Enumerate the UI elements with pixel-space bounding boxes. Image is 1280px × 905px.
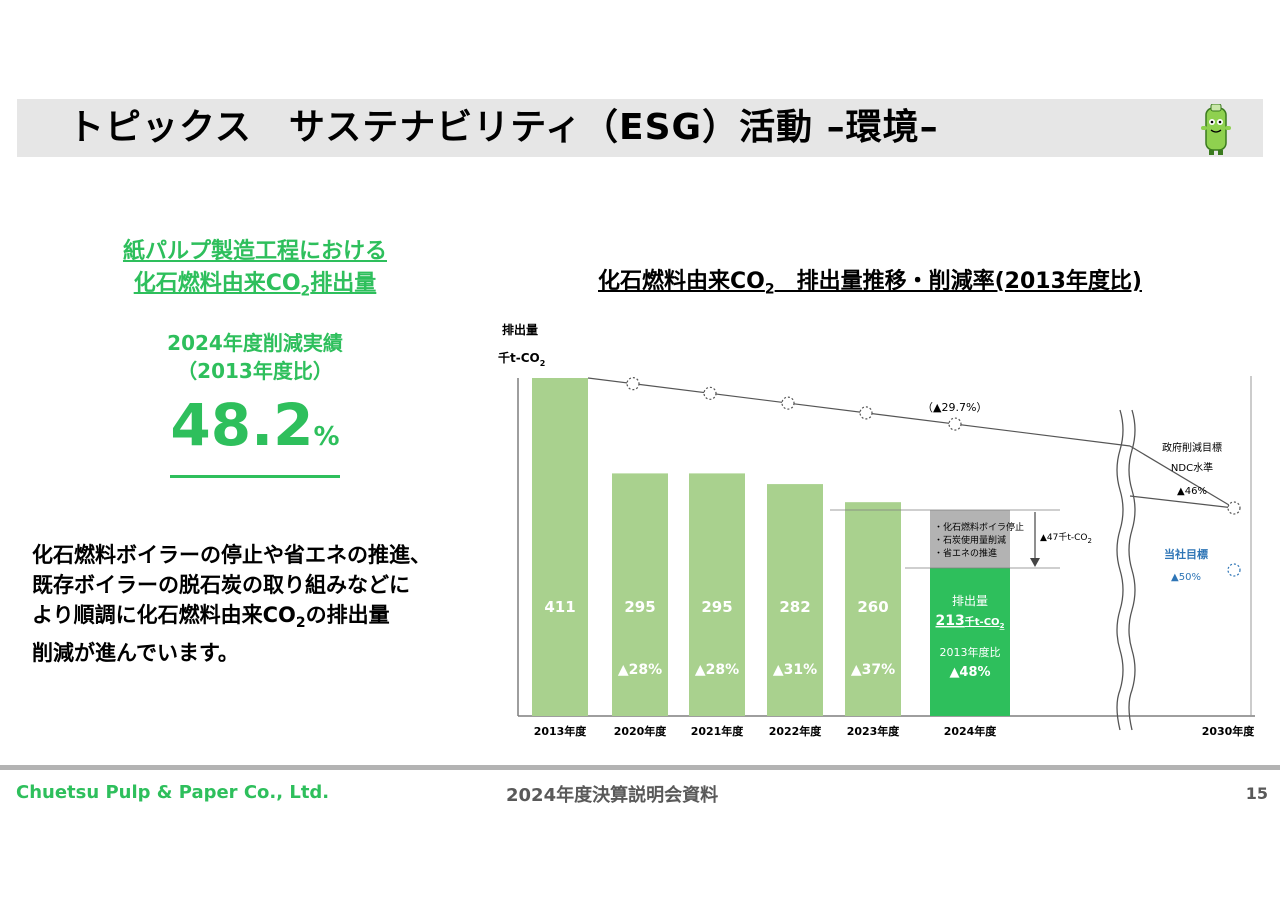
header-bar (17, 99, 1263, 157)
reduction-item-1: ・化石燃料ボイラ停止 (934, 521, 1024, 533)
category-label: 2022年度 (769, 724, 823, 738)
company-target-marker (1227, 563, 1241, 577)
desc-line4: 削減が進んでいます。 (32, 641, 239, 666)
document-title: 2024年度決算説明会資料 (506, 785, 719, 806)
bar-1 (612, 473, 668, 716)
reduction-arrow-label: ▲47千t-CO2 (1040, 532, 1092, 545)
gov-target-value: ▲46% (1177, 486, 1207, 497)
axis-break-left (1116, 409, 1124, 731)
bar-value-label: 411 (544, 598, 575, 616)
trend-note: （▲29.7%） (922, 401, 987, 414)
trend-line-extension (1129, 445, 1235, 509)
trend-marker (781, 396, 795, 410)
bar-2024-ratio-label: 2013年度比 (940, 645, 1001, 659)
result-label: 2024年度削減実績 (167, 331, 343, 355)
mascot-logo-icon (1198, 103, 1234, 156)
bar-value-label: 282 (779, 598, 810, 616)
gov-target-marker (1227, 501, 1241, 515)
bar-reduction-label: ▲28% (695, 662, 739, 678)
category-labels: 2013年度 2020年度 2021年度 2022年度 2023年度 2024年度 (534, 724, 998, 738)
trend-marker (859, 406, 873, 420)
trend-marker (626, 377, 640, 391)
target-line (1129, 495, 1235, 509)
trend-marker (703, 386, 717, 400)
result-number: 48.2 (170, 391, 314, 459)
emissions-chart: 排出量 千t-CO2 （▲29.7%） 411 295 ▲28% 295 ▲28% 282… (498, 322, 1256, 738)
reduction-arrowhead (1030, 558, 1040, 567)
reduction-item-2: ・石炭使用量削減 (934, 534, 1006, 546)
category-label: 2021年度 (691, 724, 745, 738)
bar-0 (532, 378, 588, 716)
footer-divider (0, 765, 1280, 770)
desc-line1: 化石燃料ボイラーの停止や省エネの推進、 (32, 543, 431, 567)
description: 化石燃料ボイラーの停止や省エネの推進、 既存ボイラーの脱石炭の取り組みなどに よ… (32, 540, 502, 668)
bar-reduction-label: ▲28% (618, 662, 662, 678)
category-label-2030: 2030年度 (1202, 724, 1256, 738)
bar-value-label: 295 (701, 598, 732, 616)
page-title: トピックス サステナビリティ（ESG）活動 –環境– (68, 107, 939, 148)
bar-2024-ratio-value: ▲48% (949, 665, 990, 680)
trend-marker (948, 417, 962, 431)
reduction-box (930, 510, 1010, 568)
bar-reduction-label: ▲31% (773, 662, 817, 678)
result-unit: % (313, 422, 340, 452)
bar-reduction-label: ▲37% (851, 662, 895, 678)
bar-2024-label: 排出量 (952, 594, 988, 608)
desc-line2: 既存ボイラーの脱石炭の取り組みなどに (32, 573, 410, 597)
bar-value-label: 260 (857, 598, 888, 616)
trend-markers (626, 377, 962, 431)
section-title-line1: 紙パルプ製造工程における (122, 239, 387, 264)
axis-break-right (1128, 409, 1136, 731)
gov-target-line1: 政府削減目標 (1162, 441, 1222, 454)
y-axis-label-line1: 排出量 (502, 322, 538, 337)
desc-line3: より順調に化石燃料由来CO2の排出量 (32, 603, 390, 632)
reduction-item-3: ・省エネの推進 (934, 547, 997, 559)
trend-line (587, 377, 1131, 447)
bars-group: 411 295 ▲28% 295 ▲28% 282 ▲31% 260 ▲37% (532, 378, 1010, 716)
chart-title: 化石燃料由来CO2 排出量推移・削減率(2013年度比) (598, 269, 1142, 298)
company-name: Chuetsu Pulp & Paper Co., Ltd. (16, 782, 330, 803)
gov-target-line2: NDC水準 (1171, 461, 1213, 474)
category-label: 2023年度 (847, 724, 901, 738)
bar-2 (689, 473, 745, 716)
page-number: 15 (1245, 784, 1268, 803)
result-value: 48.2% (60, 390, 450, 478)
company-target-line1: 当社目標 (1164, 547, 1208, 561)
result-basis: （2013年度比） (177, 359, 333, 383)
bar-5 (930, 540, 1010, 716)
company-target-value: ▲50% (1171, 572, 1201, 583)
bar-4 (845, 502, 901, 716)
category-label: 2013年度 (534, 724, 588, 738)
section-title-line2: 化石燃料由来CO2排出量 (133, 271, 377, 300)
bar-value-label: 295 (624, 598, 655, 616)
category-label: 2020年度 (614, 724, 668, 738)
bar-2024-value: 213千t-CO2 (936, 613, 1005, 630)
bar-3 (767, 484, 823, 716)
y-axis-label-line2: 千t-CO2 (498, 350, 545, 368)
category-label: 2024年度 (944, 724, 998, 738)
